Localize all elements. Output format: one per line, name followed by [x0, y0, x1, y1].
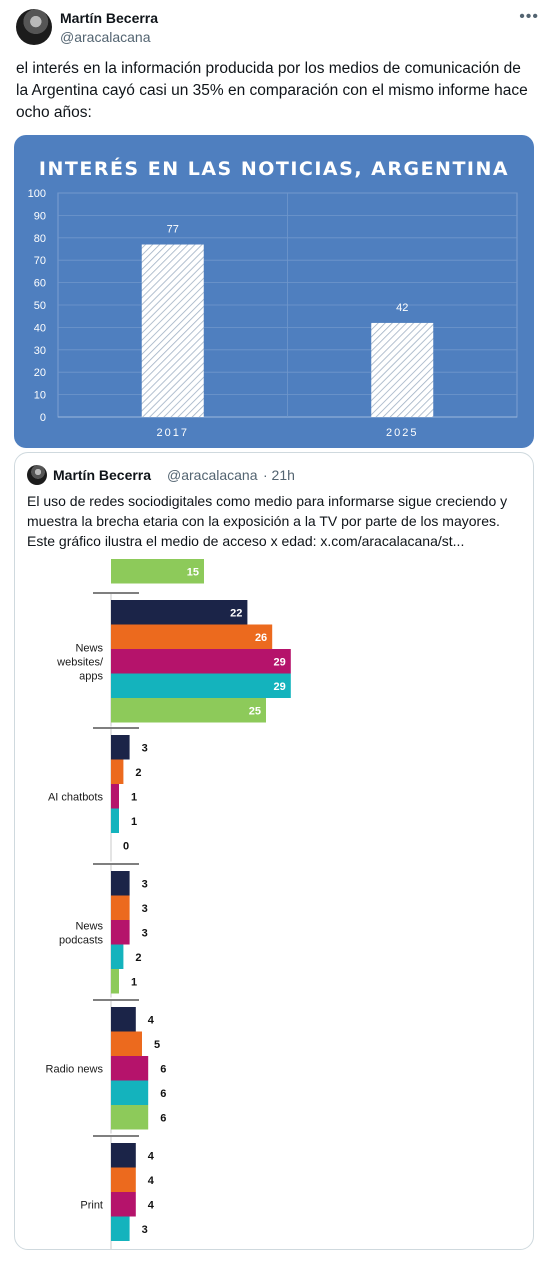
bar [371, 322, 434, 417]
chart-title: INTERÉS EN LAS NOTICIAS, ARGENTINA [39, 157, 509, 180]
bar [111, 624, 273, 649]
y-tick-label: 30 [34, 345, 46, 357]
avatar[interactable] [16, 9, 52, 45]
quoted-avatar [27, 465, 47, 485]
y-tick-label: 20 [34, 367, 46, 379]
bar-value-label: 15 [187, 566, 199, 578]
bar-value-label: 3 [142, 903, 148, 915]
bar-value-label: 3 [142, 1224, 148, 1236]
bar-value-label: 4 [148, 1175, 155, 1187]
bar-value-label: 6 [160, 1088, 166, 1100]
bar [111, 784, 119, 809]
quoted-text-line: muestra la brecha etaria con la exposici… [27, 513, 500, 529]
bar-value-label: 4 [148, 1150, 155, 1162]
bar-value-label: 2 [135, 767, 141, 779]
bar-value-label: 1 [131, 816, 137, 828]
bar [111, 600, 248, 625]
bar [141, 244, 204, 417]
bar [111, 1167, 136, 1192]
bar-value-label: 0 [123, 840, 129, 852]
bar-value-label: 29 [274, 656, 286, 668]
y-tick-label: 90 [34, 210, 46, 222]
quoted-text-line: Este gráfico ilustra el medio de acceso … [27, 533, 465, 549]
group-label: websites/ [56, 656, 104, 668]
bar-value-label: 2 [135, 952, 141, 964]
chart-image[interactable]: INTERÉS EN LAS NOTICIAS, ARGENTINA 0 10 20… [14, 135, 534, 448]
bar-value-label: 4 [148, 1199, 155, 1211]
quoted-author-name: Martín Becerra [53, 467, 152, 483]
post-header: Martín Becerra @aracalacana ••• [16, 8, 541, 50]
bar [111, 735, 130, 760]
bar-value-label: 4 [148, 1014, 155, 1026]
bar [111, 673, 291, 698]
bar [111, 1007, 136, 1032]
data-label: 42 [396, 302, 408, 314]
group-label: apps [79, 670, 103, 682]
bar [111, 1031, 142, 1056]
bar [111, 649, 291, 674]
y-tick-label: 50 [34, 300, 46, 312]
y-tick-label: 80 [34, 233, 46, 245]
group-label: Radio news [46, 1063, 104, 1075]
more-options-icon[interactable]: ••• [519, 8, 539, 25]
data-label: 77 [167, 224, 179, 236]
quoted-post[interactable]: Martín Becerra @aracalacana · 21h El uso… [14, 452, 534, 1250]
bar-value-label: 5 [154, 1039, 160, 1051]
bar-value-label: 3 [142, 927, 148, 939]
y-tick-label: 10 [34, 390, 46, 402]
group-label: News [75, 920, 103, 932]
quoted-text-line: El uso de redes sociodigitales como medi… [27, 493, 508, 509]
bar-value-label: 6 [160, 1112, 166, 1124]
bar-value-label: 3 [142, 878, 148, 890]
bar [111, 1080, 149, 1105]
bar [111, 1192, 136, 1217]
quoted-post-text: El uso de redes sociodigitales como medi… [27, 491, 527, 551]
bar [111, 808, 119, 833]
author-handle[interactable]: @aracalacana [60, 29, 151, 45]
bar [111, 1143, 136, 1168]
y-tick-label: 0 [40, 412, 46, 424]
post-text: el interés en la información producida p… [16, 60, 528, 121]
y-tick-label: 70 [34, 255, 46, 267]
y-tick-label: 60 [34, 278, 46, 290]
quoted-author-handle: @aracalacana [167, 467, 258, 483]
y-tick-label: 100 [28, 188, 46, 200]
x-tick-label: 2017 [157, 427, 189, 439]
bar [111, 559, 204, 584]
bar [111, 759, 124, 784]
bar-chart: INTERÉS EN LAS NOTICIAS, ARGENTINA 0 10 20… [28, 157, 518, 439]
bar-value-label: 1 [131, 791, 137, 803]
bar [111, 920, 130, 945]
bar-value-label: 22 [230, 607, 242, 619]
group-label: News [75, 642, 103, 654]
bar [111, 944, 124, 969]
bar-value-label: 25 [249, 705, 261, 717]
quoted-timestamp: · 21h [263, 467, 295, 483]
group-label: AI chatbots [48, 791, 104, 803]
bar [111, 1105, 149, 1130]
bar-value-label: 1 [131, 976, 137, 988]
bar-value-label: 6 [160, 1063, 166, 1075]
author-name[interactable]: Martín Becerra [60, 10, 159, 26]
bar [111, 871, 130, 896]
x-tick-label: 2025 [386, 427, 418, 439]
bar-value-label: 26 [255, 632, 267, 644]
group-label: Print [80, 1199, 103, 1211]
bar-value-label: 29 [274, 681, 286, 693]
group-label: podcasts [59, 934, 104, 946]
y-tick-label: 40 [34, 322, 46, 334]
bar [111, 895, 130, 920]
bar [111, 1216, 130, 1241]
bar [111, 698, 266, 723]
bar-value-label: 3 [142, 742, 148, 754]
bar [111, 1056, 149, 1081]
bar [111, 969, 119, 994]
